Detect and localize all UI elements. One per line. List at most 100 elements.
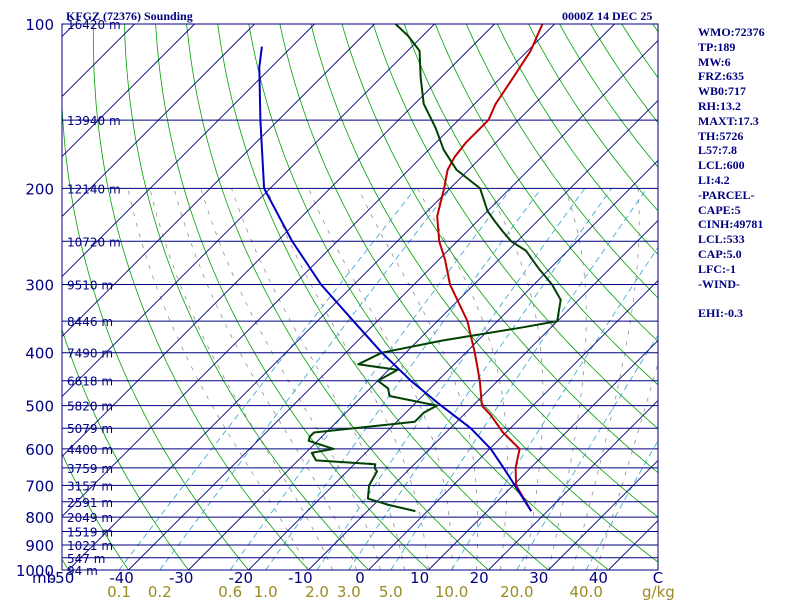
index-line: RH:13.2	[698, 98, 741, 113]
index-line: TP:189	[698, 39, 736, 54]
mixing-ratio-tick-label: 0.6	[218, 583, 242, 600]
mixing-ratio-tick-label: 2.0	[305, 583, 329, 600]
height-label: 9510 m	[67, 279, 113, 293]
pressure-tick-label: 400	[25, 345, 54, 363]
index-line: CAPE:5	[698, 202, 741, 217]
moist-adiabat	[596, 361, 658, 570]
pressure-tick-label: 800	[25, 509, 54, 527]
temperature-tick-label: 40	[589, 569, 608, 587]
index-line: LFC:-1	[698, 261, 736, 276]
station-title: KFGZ (72376) Sounding	[66, 9, 193, 23]
index-line: TH:5726	[698, 128, 744, 143]
moist-adiabat	[266, 188, 429, 570]
height-label: 5820 m	[67, 400, 113, 414]
index-line: -WIND-	[698, 276, 740, 291]
mixing-ratio-tick-label: 20.0	[500, 583, 533, 600]
temperature-trace	[436, 24, 544, 512]
mixing-ratio-tick-label: 1.0	[254, 583, 278, 600]
temperature-tick-label: 20	[470, 569, 489, 587]
temperature-tick-label: 10	[410, 569, 429, 587]
isotherm	[62, 24, 495, 458]
index-line: CAP:5.0	[698, 246, 742, 261]
height-label: 16420 m	[67, 18, 121, 32]
temperature-tick-label: 0	[355, 569, 365, 587]
pressure-tick-label: 100	[25, 16, 54, 34]
isotherm	[62, 24, 195, 158]
index-line: WB0:717	[698, 84, 746, 99]
pressure-tick-label: 200	[25, 180, 54, 198]
pressure-tick-label: 600	[25, 441, 54, 459]
mixing-ratio-unit-label: g/kg	[642, 583, 675, 600]
ehi-value: EHI:-0.3	[698, 306, 743, 321]
isotherm	[248, 159, 658, 570]
mixing-ratio-tick-label: 10.0	[435, 583, 468, 600]
temperature-tick-label: C	[653, 569, 663, 587]
temperature-tick-label: -40	[109, 569, 134, 587]
index-line: LCL:600	[698, 158, 745, 173]
height-label: 5079 m	[67, 422, 113, 436]
pressure-tick-label: 900	[25, 537, 54, 555]
isotherm	[188, 99, 658, 570]
index-list: WMO:72376 TP:189 MW:6 FRZ:635 WB0:717 RH:13.2…	[698, 25, 798, 291]
mixing-ratio-tick-label: 5.0	[379, 583, 403, 600]
isotherm	[62, 24, 555, 518]
height-label: 3759 m	[67, 462, 113, 476]
isotherm	[488, 399, 658, 570]
index-line: LI:4.2	[698, 172, 730, 187]
isotherm	[62, 24, 435, 398]
index-line: FRZ:635	[698, 69, 744, 84]
isotherm	[368, 279, 658, 570]
index-line: WMO:72376	[698, 25, 765, 39]
isotherm	[68, 24, 615, 570]
height-label: 13940 m	[67, 114, 121, 128]
mixing-ratio-tick-label: 3.0	[337, 583, 361, 600]
height-label: 4400 m	[67, 443, 113, 457]
moist-adiabat	[231, 188, 405, 570]
index-line: MAXT:17.3	[698, 113, 759, 128]
height-label: 547 m	[67, 552, 105, 566]
pressure-tick-label: 300	[25, 277, 54, 295]
isotherm	[62, 24, 255, 218]
isotherm	[428, 339, 658, 570]
sounding-traces	[258, 24, 562, 513]
isotherm	[128, 39, 658, 570]
index-line: LCL:533	[698, 232, 745, 247]
temperature-tick-label: -30	[169, 569, 194, 587]
moist-adiabat	[572, 188, 640, 570]
index-line: CINH:49781	[698, 217, 764, 232]
isotherm-lines	[62, 24, 658, 570]
isotherm	[548, 459, 658, 570]
mixing-ratio-tick-label: 40.0	[569, 583, 602, 600]
index-line: -PARCEL-	[698, 187, 755, 202]
height-label: 10720 m	[67, 235, 121, 249]
isotherm	[62, 24, 375, 338]
mixing-ratio-line	[229, 188, 512, 570]
height-label: 7490 m	[67, 347, 113, 361]
height-label: 2591 m	[67, 496, 113, 510]
parcel-trace	[258, 46, 533, 512]
isotherm	[308, 219, 658, 570]
moist-adiabat	[127, 188, 309, 570]
height-label: 1519 m	[67, 526, 113, 540]
mixing-ratio-line	[265, 188, 542, 570]
height-label: 8446 m	[67, 315, 113, 329]
sounding-index-panel: WMO:72376 TP:189 MW:6 FRZ:635 WB0:717 RH:13.2…	[698, 25, 798, 321]
temperature-tick-label: -10	[288, 569, 313, 587]
height-label: 2049 m	[67, 511, 113, 525]
temperature-tick-label: 30	[529, 569, 548, 587]
height-label: 1021 m	[67, 539, 113, 553]
height-label: 6618 m	[67, 375, 113, 389]
valid-time: 0000Z 14 DEC 25	[562, 9, 652, 23]
mixing-ratio-tick-label: 0.1	[107, 583, 131, 600]
pressure-tick-label: 1000	[16, 562, 54, 580]
index-line: L57:7.8	[698, 143, 737, 158]
pressure-tick-label: 500	[25, 398, 54, 416]
pressure-unit-label: mb	[32, 569, 56, 587]
height-label: 94 m	[67, 564, 98, 578]
height-label: 3157 m	[67, 479, 113, 493]
index-line: MW:6	[698, 54, 731, 69]
mixing-ratio-tick-label: 0.2	[148, 583, 172, 600]
plot-frame	[61, 23, 659, 571]
pressure-tick-label: 700	[25, 477, 54, 495]
